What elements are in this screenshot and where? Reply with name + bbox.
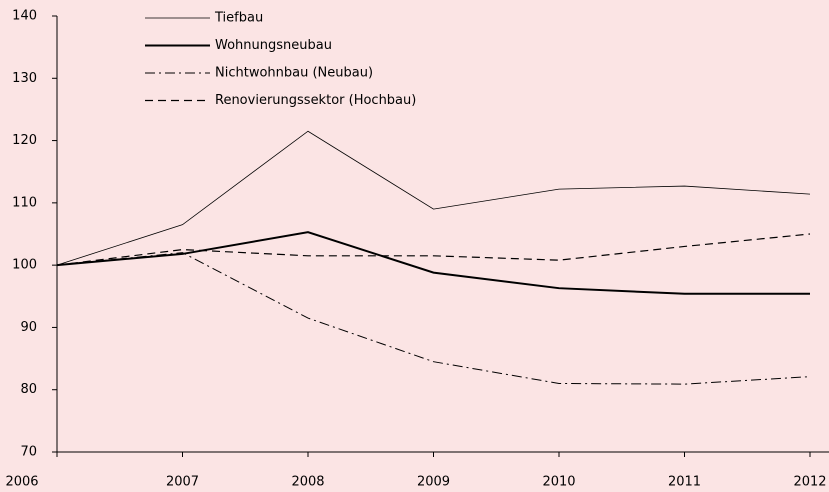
y-tick-label: 70	[20, 445, 37, 460]
x-tick-label: 2010	[542, 475, 575, 490]
x-tick-label: 2012	[793, 475, 826, 490]
x-tick-label: 2007	[166, 475, 199, 490]
x-tick-label: 2011	[668, 475, 701, 490]
y-tick-label: 130	[12, 71, 37, 86]
x-tick-label: 2009	[417, 475, 450, 490]
y-tick-label: 110	[12, 195, 37, 210]
series-line	[56, 252, 811, 385]
series-line	[56, 130, 811, 266]
legend-label: Wohnungsneubau	[215, 38, 332, 53]
legend-label: Renovierungssektor (Hochbau)	[215, 93, 416, 108]
y-tick-label: 140	[12, 9, 37, 24]
series-line	[56, 233, 811, 266]
x-tick-label: 2006	[5, 475, 38, 490]
legend-label: Tiefbau	[214, 11, 263, 26]
y-tick-label: 80	[20, 382, 37, 397]
y-tick-label: 100	[12, 258, 37, 273]
y-tick-label: 120	[12, 133, 37, 148]
x-tick-label: 2008	[291, 475, 324, 490]
series-line	[56, 231, 810, 295]
y-tick-label: 90	[20, 320, 37, 335]
legend-label: Nichtwohnbau (Neubau)	[215, 66, 373, 81]
